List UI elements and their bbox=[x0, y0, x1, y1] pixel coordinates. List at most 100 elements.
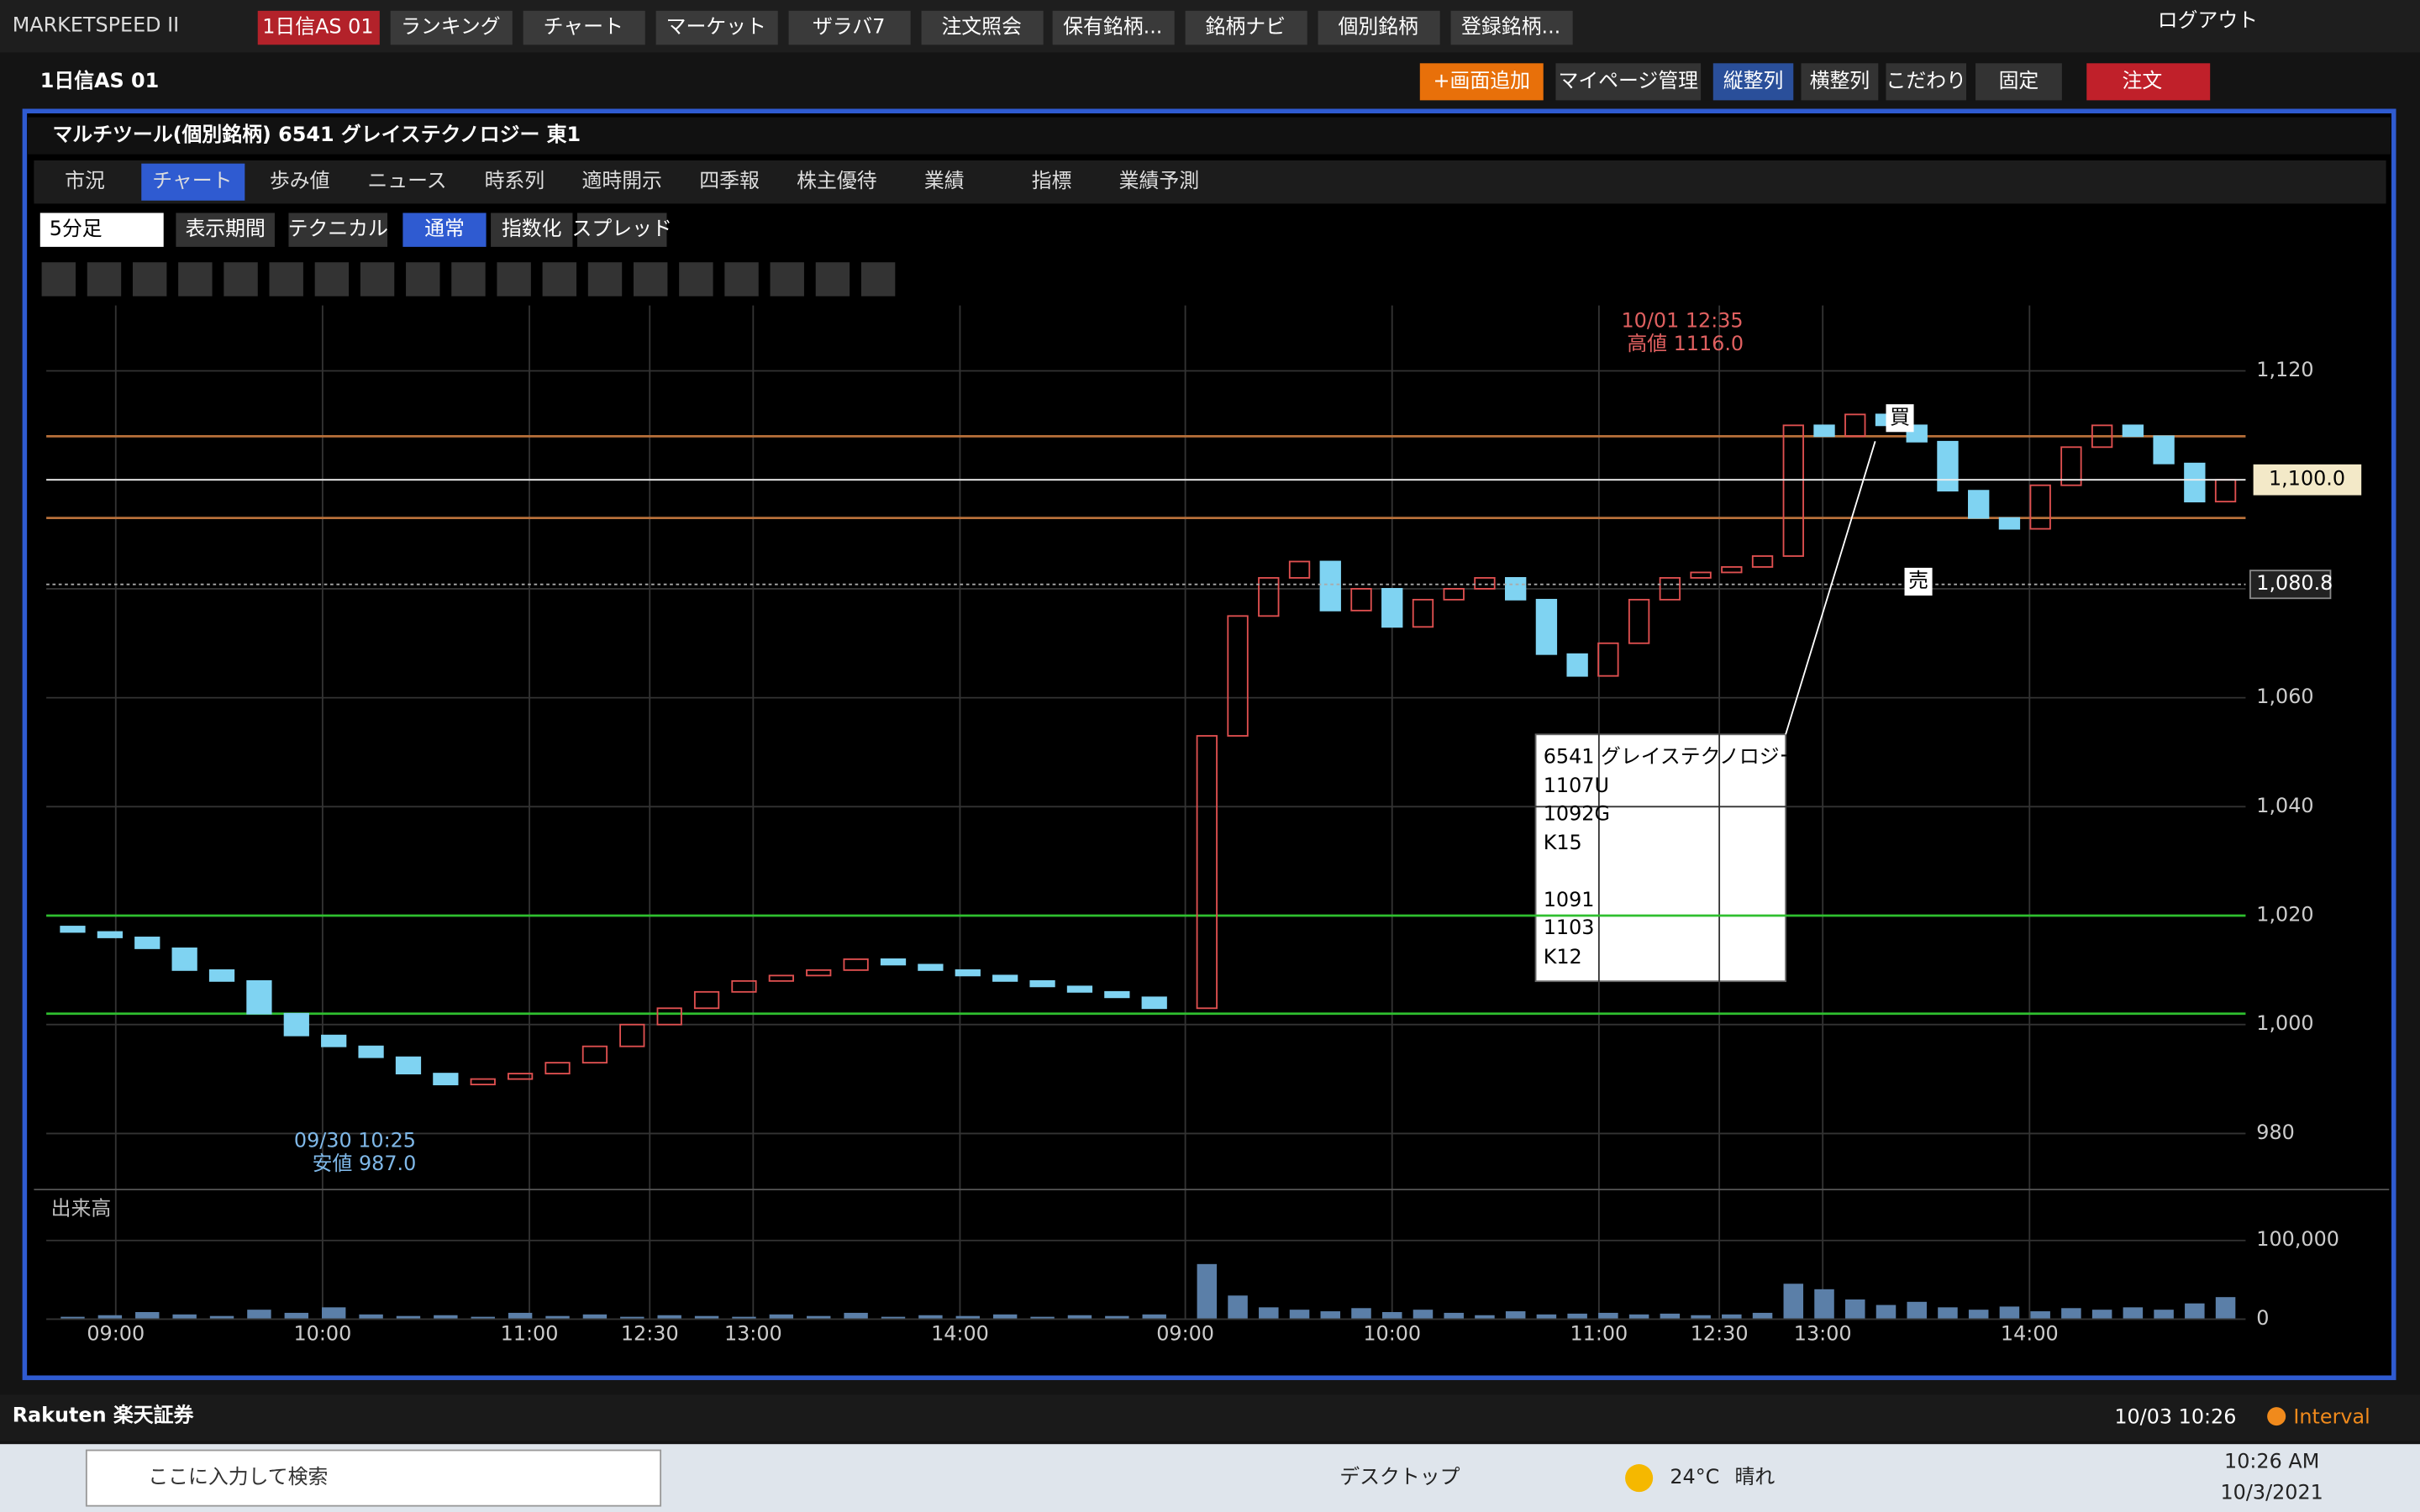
tooltip-box bbox=[1534, 733, 1787, 983]
window-tab[interactable] bbox=[1107, 163, 1212, 201]
draw-tool[interactable] bbox=[724, 262, 759, 297]
candle bbox=[619, 1023, 645, 1047]
draw-tool[interactable] bbox=[269, 262, 303, 297]
order-button[interactable] bbox=[2086, 63, 2211, 101]
header-button[interactable] bbox=[1975, 63, 2062, 101]
candle bbox=[1288, 560, 1311, 579]
candle bbox=[1258, 577, 1280, 617]
app-tab[interactable] bbox=[655, 10, 778, 45]
desktop[interactable]: デスクトップ bbox=[1339, 1465, 1460, 1488]
candle bbox=[1968, 490, 1990, 519]
draw-tool[interactable] bbox=[132, 262, 167, 297]
draw-tool[interactable] bbox=[679, 262, 713, 297]
header-button[interactable] bbox=[1419, 63, 1544, 101]
tooltip-line: K12 bbox=[1544, 945, 1582, 969]
volume-bar bbox=[396, 1315, 421, 1320]
header-button[interactable] bbox=[1886, 63, 1966, 101]
draw-tool[interactable] bbox=[770, 262, 804, 297]
app-tab[interactable] bbox=[523, 10, 645, 45]
buy-label: 買 bbox=[1890, 405, 1910, 428]
toolbar-button[interactable] bbox=[491, 213, 573, 247]
draw-tool[interactable] bbox=[87, 262, 122, 297]
search-box[interactable] bbox=[85, 1449, 662, 1507]
draw-tool[interactable] bbox=[360, 262, 395, 297]
volume-bar bbox=[1105, 1315, 1129, 1320]
app-tab[interactable] bbox=[390, 10, 513, 45]
app-logo: MARKETSPEED II bbox=[13, 13, 180, 37]
candle bbox=[1690, 571, 1712, 579]
ref-label: 1,080.8 bbox=[2256, 571, 2333, 595]
draw-tool[interactable] bbox=[542, 262, 577, 297]
window-tab[interactable] bbox=[678, 163, 782, 201]
candle bbox=[918, 963, 944, 971]
app-tab[interactable] bbox=[921, 10, 1044, 45]
y-tick-label: 1,000 bbox=[2256, 1011, 2313, 1035]
tooltip-line: 6541 グレイステクノロジー bbox=[1544, 744, 1800, 768]
header-button-label: 縦整列 bbox=[1723, 69, 1784, 92]
sell-marker bbox=[1904, 567, 1933, 596]
window-tab[interactable] bbox=[249, 163, 353, 201]
window-tab[interactable] bbox=[34, 163, 138, 201]
draw-tool[interactable] bbox=[587, 262, 623, 297]
draw-tool[interactable] bbox=[451, 262, 486, 297]
window-tab[interactable] bbox=[141, 163, 245, 201]
low-price: 安値 987.0 bbox=[313, 1152, 417, 1175]
candle bbox=[358, 1045, 384, 1058]
window-tab[interactable] bbox=[786, 163, 890, 201]
header-button-label: こだわり bbox=[1886, 69, 1966, 92]
toolbar-button[interactable] bbox=[576, 213, 667, 247]
toolbar-button[interactable] bbox=[288, 213, 388, 247]
volume-bar bbox=[881, 1316, 906, 1320]
candle bbox=[246, 979, 272, 1015]
draw-tool[interactable] bbox=[178, 262, 213, 297]
header-button[interactable] bbox=[1712, 63, 1794, 101]
volume-title: 出来高 bbox=[51, 1197, 112, 1221]
draw-tool[interactable] bbox=[224, 262, 258, 297]
tooltip-line: K15 bbox=[1544, 831, 1582, 854]
window-tab-label: 歩み値 bbox=[270, 169, 330, 192]
app-tab[interactable] bbox=[1052, 10, 1175, 45]
low-date: 09/30 10:25 bbox=[294, 1129, 416, 1152]
app-tab-label: 個別銘柄 bbox=[1338, 15, 1418, 39]
volume-bar bbox=[657, 1315, 681, 1320]
x-tick-label: 09:00 bbox=[87, 1321, 145, 1345]
window-tab[interactable] bbox=[355, 163, 460, 201]
draw-tool[interactable] bbox=[406, 262, 440, 297]
draw-tool[interactable] bbox=[497, 262, 531, 297]
window-tab[interactable] bbox=[893, 163, 997, 201]
interval-dot bbox=[2267, 1407, 2286, 1426]
toolbar-button[interactable] bbox=[402, 213, 487, 247]
app-tab[interactable] bbox=[257, 10, 380, 45]
candle bbox=[992, 974, 1018, 982]
header-button[interactable] bbox=[1555, 63, 1702, 101]
candle bbox=[1782, 424, 1804, 557]
toolbar-button-label: 表示期間 bbox=[185, 217, 265, 240]
draw-tool[interactable] bbox=[314, 262, 350, 297]
draw-tool[interactable] bbox=[633, 262, 668, 297]
app-tab[interactable] bbox=[1318, 10, 1440, 45]
logout[interactable]: ログアウト bbox=[2158, 8, 2258, 32]
high-date: 10/01 12:35 bbox=[1621, 308, 1743, 332]
candle bbox=[1566, 653, 1588, 677]
clock: 10:26 AM bbox=[2224, 1450, 2319, 1473]
volume-bar bbox=[2123, 1307, 2144, 1320]
window-tab[interactable] bbox=[1000, 163, 1104, 201]
search-text[interactable]: ここに入力して検索 bbox=[148, 1465, 328, 1488]
order-label: 注文 bbox=[2123, 69, 2163, 92]
app-tab[interactable] bbox=[1185, 10, 1307, 45]
app-tab[interactable] bbox=[1450, 10, 1573, 45]
draw-tool[interactable] bbox=[815, 262, 850, 297]
toolbar-button[interactable] bbox=[176, 213, 275, 247]
last-marker bbox=[2253, 464, 2362, 496]
window-tab-label: 株主優待 bbox=[797, 169, 876, 192]
window-tab[interactable] bbox=[571, 163, 675, 201]
draw-tool[interactable] bbox=[41, 262, 76, 297]
header-button[interactable] bbox=[1801, 63, 1879, 101]
window-tab[interactable] bbox=[463, 163, 567, 201]
app-tab[interactable] bbox=[788, 10, 911, 45]
volume-bar bbox=[2091, 1310, 2112, 1320]
draw-tool[interactable] bbox=[860, 262, 896, 297]
candle bbox=[508, 1073, 534, 1080]
interval-select[interactable] bbox=[39, 213, 164, 247]
window-tab-label: ニュース bbox=[367, 169, 446, 192]
